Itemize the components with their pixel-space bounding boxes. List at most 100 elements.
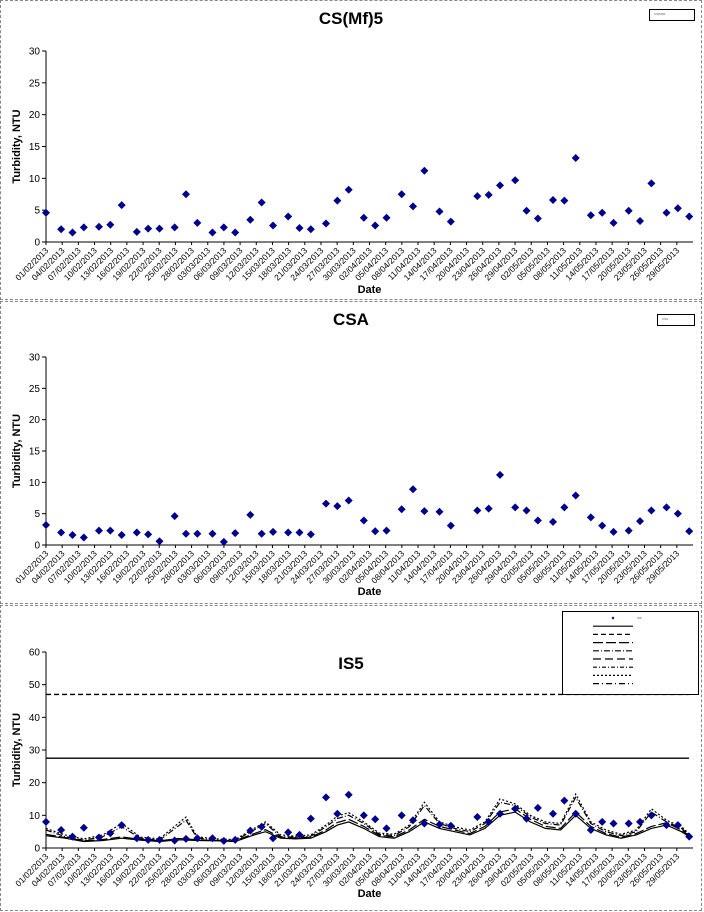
y-tick-label: 10: [29, 478, 41, 489]
data-point: [484, 817, 493, 826]
x-axis-label: Date: [358, 284, 382, 296]
data-point: [333, 809, 342, 818]
data-point: [284, 212, 293, 221]
y-tick-label: 15: [29, 447, 41, 458]
data-point: [533, 516, 542, 525]
data-point: [57, 826, 66, 835]
legend: CS(Mf)5: [649, 9, 695, 21]
data-point: [397, 811, 406, 820]
y-tick-label: 15: [29, 142, 41, 153]
data-point: [662, 821, 671, 830]
data-point: [473, 192, 482, 201]
data-point: [484, 504, 493, 513]
data-point: [409, 485, 418, 494]
chart-2-svg: 05101520253001/02/201304/02/201307/02/20…: [11, 353, 694, 598]
data-point: [673, 204, 682, 213]
data-point: [409, 202, 418, 211]
data-point: [560, 503, 569, 512]
data-point: [609, 819, 618, 828]
data-point: [231, 228, 240, 237]
data-point: [79, 223, 88, 232]
data-point: [446, 217, 455, 226]
chart-1-svg: 05101520253001/02/201304/02/201307/02/20…: [11, 47, 694, 296]
data-point: [382, 824, 391, 833]
data-point: [208, 529, 217, 538]
legend-marker: [611, 616, 615, 620]
data-point: [420, 507, 429, 516]
legend: CSA: [657, 314, 695, 326]
legend-entry: CSA: [662, 317, 669, 321]
data-point: [193, 834, 202, 843]
data-point: [155, 835, 164, 844]
data-point: [397, 505, 406, 514]
data-point: [435, 207, 444, 216]
data-point: [94, 222, 103, 231]
data-point: [117, 821, 126, 830]
legend-entry: IS5: [637, 616, 642, 620]
data-point: [473, 812, 482, 821]
data-point: [636, 517, 645, 526]
y-tick-label: 20: [29, 110, 41, 121]
data-point: [219, 537, 228, 546]
data-point: [284, 828, 293, 837]
data-point: [306, 814, 315, 823]
data-point: [609, 527, 618, 536]
data-point: [435, 820, 444, 829]
data-point: [624, 819, 633, 828]
data-point: [246, 215, 255, 224]
data-point: [106, 220, 115, 229]
data-point: [397, 190, 406, 199]
data-point: [636, 216, 645, 225]
data-point: [269, 221, 278, 230]
y-tick-label: 0: [34, 844, 40, 855]
data-point: [359, 811, 368, 820]
data-point: [68, 832, 77, 841]
data-point: [420, 819, 429, 828]
legend: IS5: [562, 611, 699, 695]
y-axis-label: Turbidity, NTU: [11, 109, 23, 183]
data-point: [533, 214, 542, 223]
data-point: [155, 224, 164, 233]
data-point: [306, 225, 315, 234]
x-axis-label: Date: [358, 888, 382, 900]
data-point: [673, 821, 682, 830]
y-tick-label: 10: [29, 174, 41, 185]
data-point: [571, 809, 580, 818]
data-point: [321, 219, 330, 228]
y-tick-label: 20: [29, 778, 41, 789]
data-point: [511, 503, 520, 512]
data-point: [446, 521, 455, 530]
data-point: [57, 528, 66, 537]
data-point: [132, 227, 141, 236]
data-point: [420, 166, 429, 175]
data-point: [68, 530, 77, 539]
y-tick-label: 50: [29, 680, 41, 691]
data-point: [257, 822, 266, 831]
y-tick-label: 30: [29, 353, 41, 364]
data-point: [231, 529, 240, 538]
data-point: [446, 821, 455, 830]
data-point: [685, 527, 694, 536]
data-point: [257, 529, 266, 538]
data-point: [511, 176, 520, 185]
y-axis-label: Turbidity, NTU: [11, 713, 23, 787]
data-point: [371, 815, 380, 824]
data-point: [208, 834, 217, 843]
data-point: [647, 811, 656, 820]
data-point: [155, 537, 164, 546]
data-point: [382, 213, 391, 222]
y-tick-label: 30: [29, 746, 41, 757]
data-point: [42, 520, 50, 529]
data-point: [333, 196, 342, 205]
data-point: [57, 225, 66, 234]
data-point: [522, 814, 531, 823]
data-point: [685, 212, 694, 221]
data-point: [321, 499, 330, 508]
data-point: [117, 530, 126, 539]
data-point: [371, 527, 380, 536]
data-point: [269, 527, 278, 536]
data-point: [522, 506, 531, 515]
data-point: [344, 496, 353, 505]
y-tick-label: 40: [29, 713, 41, 724]
data-point: [68, 228, 77, 237]
